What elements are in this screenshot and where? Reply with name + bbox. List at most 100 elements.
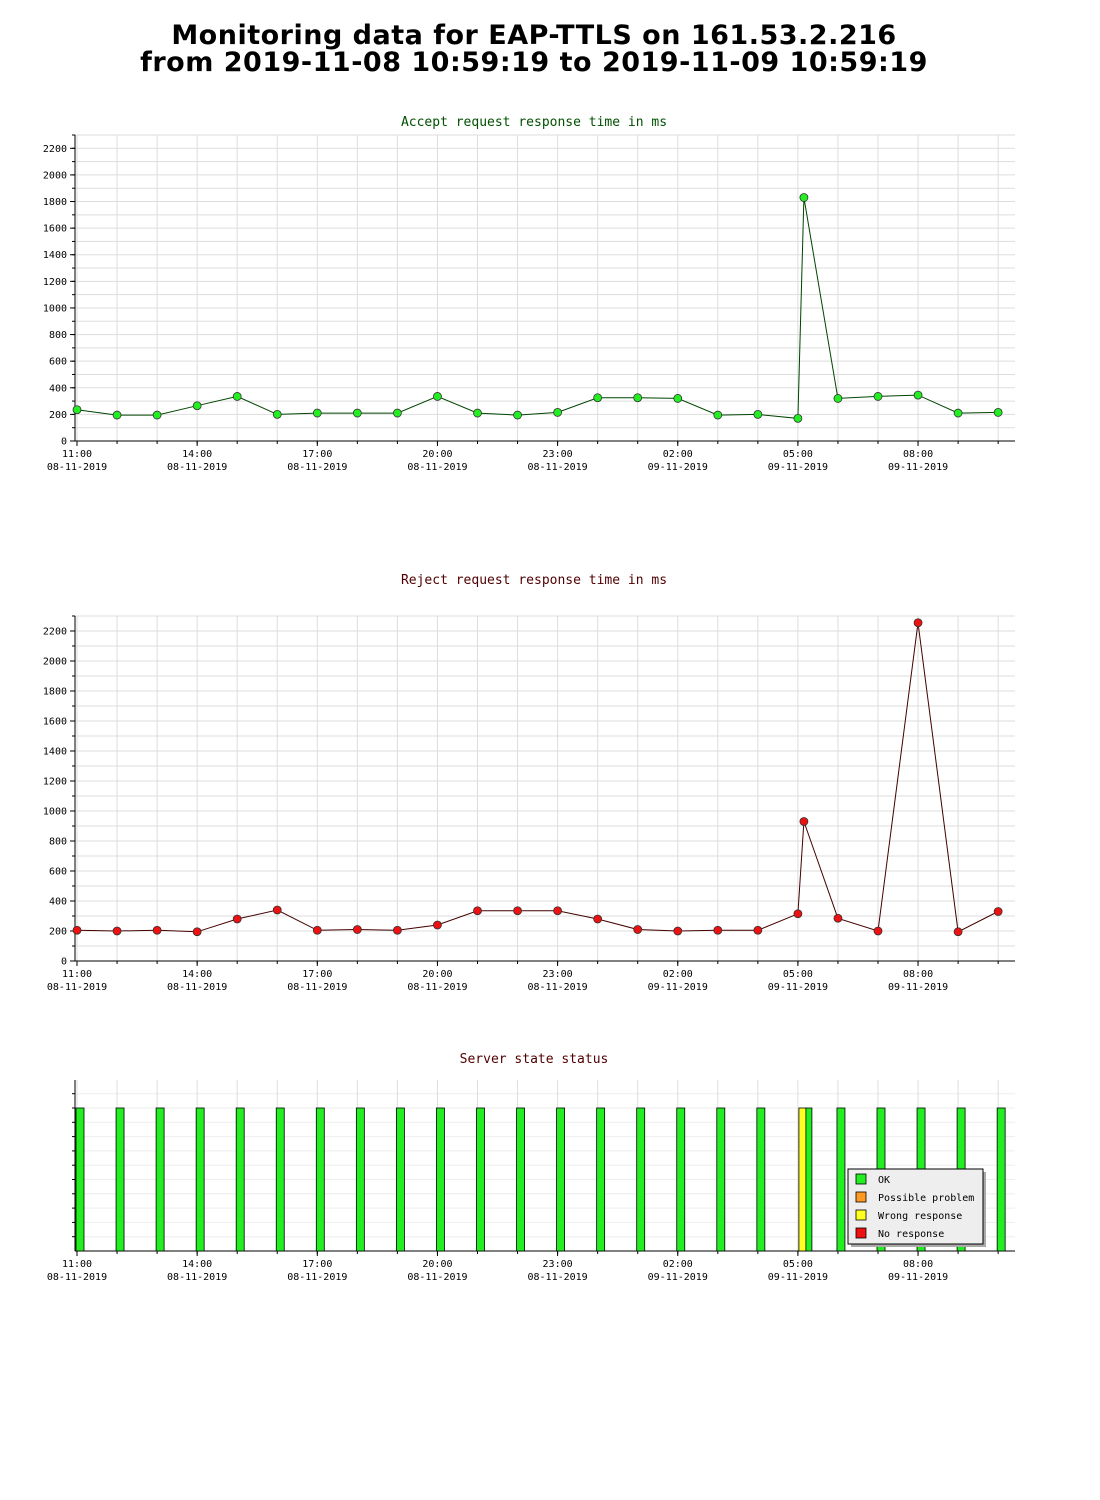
status-bar <box>756 1107 766 1252</box>
reject-x-tick-date: 08-11-2019 <box>47 982 107 993</box>
reject-y-tick-label: 800 <box>49 837 67 848</box>
legend-swatch <box>855 1191 867 1203</box>
reject-x-tick-time: 08:00 <box>903 969 933 980</box>
accept-data-point <box>633 393 643 403</box>
reject-y-tick-label: 1200 <box>43 777 67 788</box>
status-bar <box>315 1107 325 1252</box>
reject-data-point <box>232 914 242 924</box>
reject-data-point <box>873 926 883 936</box>
status-legend: OK Possible problem Wrong response No respo… <box>847 1168 986 1247</box>
reject-data-point <box>553 906 562 916</box>
accept-data-point <box>799 193 809 202</box>
accept-data-point <box>473 408 482 418</box>
reject-y-tick-label: 400 <box>49 897 67 908</box>
status-x-tick-date: 08-11-2019 <box>47 1272 107 1283</box>
status-bar <box>395 1107 405 1252</box>
accept-data-point <box>753 409 763 419</box>
title-line-2: from 2019-11-08 10:59:19 to 2019-11-09 1… <box>140 47 928 78</box>
accept-x-tick-date: 08-11-2019 <box>527 462 587 473</box>
status-bar <box>75 1107 85 1252</box>
status-bar <box>115 1107 125 1252</box>
accept-y-tick-label: 1000 <box>43 303 67 314</box>
reject-data-point <box>152 925 162 935</box>
accept-y-tick-label: 400 <box>49 383 67 394</box>
accept-data-point <box>553 407 562 417</box>
status-x-tick-time: 02:00 <box>663 1259 693 1270</box>
accept-y-tick-label: 1600 <box>43 224 67 235</box>
reject-data-point <box>833 913 843 923</box>
accept-y-tick-label: 1200 <box>43 277 67 288</box>
status-x-tick-date: 08-11-2019 <box>167 1272 227 1283</box>
accept-y-tick-label: 800 <box>49 330 67 341</box>
status-x-tick-time: 17:00 <box>302 1259 332 1270</box>
reject-data-point <box>392 925 402 935</box>
legend-swatch <box>855 1227 867 1239</box>
accept-axes: 11:00 08-11-2019 14:00 08-11-2019 17:00 08-11… <box>43 134 1015 473</box>
accept-data-point <box>312 408 322 418</box>
reject-data-point <box>433 920 442 930</box>
accept-data-point <box>272 409 282 419</box>
legend-label: Possible problem <box>878 1193 974 1204</box>
accept-series <box>72 193 1003 423</box>
status-bar <box>355 1107 365 1252</box>
reject-data-point <box>799 817 809 826</box>
reject-y-tick-label: 1400 <box>43 747 67 758</box>
status-x-tick-date: 09-11-2019 <box>888 1272 948 1283</box>
accept-data-point <box>152 410 162 420</box>
accept-data-point <box>112 410 122 420</box>
accept-response-chart: Accept request response time in ms 11:00… <box>43 115 1015 473</box>
reject-data-point <box>312 925 322 935</box>
status-x-tick-time: 23:00 <box>543 1259 573 1270</box>
reject-x-tick-date: 08-11-2019 <box>167 982 227 993</box>
reject-x-tick-date: 09-11-2019 <box>888 982 948 993</box>
accept-data-point <box>232 392 242 401</box>
reject-x-tick-date: 09-11-2019 <box>768 982 828 993</box>
status-bar <box>476 1107 485 1252</box>
accept-data-point <box>993 407 1003 417</box>
status-bar <box>516 1107 525 1252</box>
accept-x-tick-time: 05:00 <box>783 449 813 460</box>
status-x-tick-date: 08-11-2019 <box>287 1272 347 1283</box>
reject-series-line <box>76 622 999 933</box>
reject-y-tick-label: 1800 <box>43 687 67 698</box>
reject-chart-title: Reject request response time in ms <box>401 573 667 588</box>
reject-data-point <box>673 926 683 936</box>
accept-y-tick-label: 2200 <box>43 144 67 155</box>
reject-response-chart: Reject request response time in ms 11:00… <box>43 573 1015 993</box>
accept-data-point <box>953 408 963 418</box>
status-bar <box>235 1107 245 1252</box>
legend-swatch <box>855 1173 867 1185</box>
reject-series <box>72 618 1003 937</box>
accept-x-tick-date: 08-11-2019 <box>167 462 227 473</box>
accept-data-point <box>593 393 603 403</box>
status-x-tick-time: 08:00 <box>903 1259 933 1270</box>
accept-data-point <box>433 392 442 401</box>
status-x-tick-time: 05:00 <box>783 1259 813 1270</box>
status-x-tick-time: 20:00 <box>422 1259 452 1270</box>
title-line-1: Monitoring data for EAP-TTLS on 161.53.2… <box>171 20 897 51</box>
reject-y-tick-label: 2000 <box>43 657 67 668</box>
status-x-tick-date: 08-11-2019 <box>407 1272 467 1283</box>
accept-x-tick-time: 14:00 <box>182 449 212 460</box>
accept-x-tick-time: 23:00 <box>543 449 573 460</box>
reject-data-point <box>753 925 763 935</box>
reject-data-point <box>953 927 963 937</box>
status-bar <box>195 1107 205 1252</box>
status-bar <box>996 1107 1006 1252</box>
reject-data-point <box>913 618 923 628</box>
reject-data-point <box>112 926 122 936</box>
reject-data-point <box>513 906 522 916</box>
reject-x-tick-date: 08-11-2019 <box>407 982 467 993</box>
accept-data-point <box>793 413 803 423</box>
accept-x-tick-time: 02:00 <box>663 449 693 460</box>
reject-x-tick-date: 08-11-2019 <box>527 982 587 993</box>
accept-y-tick-label: 200 <box>49 410 67 421</box>
accept-data-point <box>513 410 522 420</box>
reject-data-point <box>272 905 282 915</box>
reject-data-point <box>72 925 82 935</box>
accept-y-tick-label: 2000 <box>43 170 67 181</box>
status-bar <box>716 1107 726 1252</box>
accept-data-point <box>913 390 923 400</box>
reject-data-point <box>192 927 202 937</box>
